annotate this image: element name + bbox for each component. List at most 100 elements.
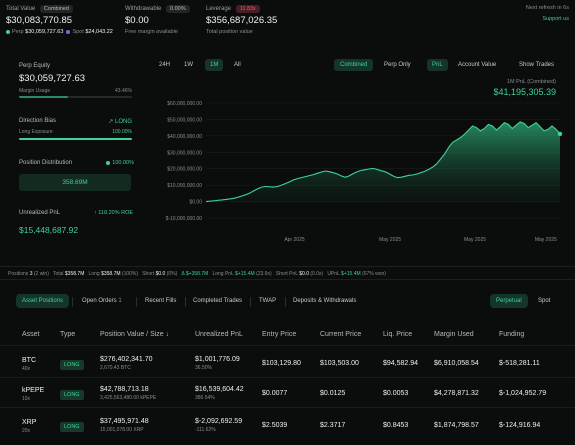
total-value-block: Total Value Combined (6, 5, 73, 13)
position-distribution-pct: 100.00% (104, 160, 134, 166)
position-distribution-label: Position Distribution (19, 160, 73, 166)
header-margin-used[interactable]: Margin Used (434, 331, 474, 338)
strip-long-label: Long (88, 271, 100, 277)
tab-divider (72, 297, 73, 307)
tab-recent-fills[interactable]: Recent Fills (145, 298, 177, 304)
trend-up-icon: ↗ (108, 119, 114, 125)
unrealized-pnl-pct: 386.54% (195, 395, 215, 401)
perp-value: $30,059,727.63 (25, 29, 64, 35)
range-1m[interactable]: 1M (205, 59, 224, 71)
tab-twap[interactable]: TWAP (259, 298, 277, 304)
withdrawable-label: Withdrawable (125, 6, 162, 12)
y-tick-label: $60,000,000.00 (167, 101, 202, 107)
pnl-area-chart[interactable]: $60,000,000.00 $50,000,000.00 $40,000,000.… (150, 90, 570, 248)
withdrawable-chip: 0.00% (166, 5, 190, 13)
position-value: $42,788,713.18 (100, 386, 149, 393)
position-size: 15,001,078.00 XRP (100, 427, 144, 433)
leverage-value: $356,687,026.35 (206, 15, 278, 26)
x-tick-label: May 2025 (535, 237, 557, 243)
tab-asset-positions[interactable]: Asset Positions (16, 294, 70, 308)
header-unrealized-pnl[interactable]: Unrealized PnL (195, 331, 243, 338)
table-divider (0, 345, 575, 346)
strip-short-value: $0.0 (155, 271, 166, 277)
tab-spot[interactable]: Spot (538, 298, 551, 304)
perp-spot-breakdown: Perp $30,059,727.63 Spot $24,043.22 (6, 29, 113, 35)
header-funding[interactable]: Funding (499, 331, 525, 338)
y-tick-label: $50,000,000.00 (167, 117, 202, 123)
sort-arrow-down-icon: ↓ (165, 331, 170, 338)
asset-name[interactable]: kPEPE (22, 387, 45, 394)
strip-short-label: Short (142, 271, 155, 277)
metric-account-value[interactable]: Account Value (458, 62, 497, 68)
tab-divider (185, 297, 186, 307)
header-position-value-label: Position Value / Size (100, 331, 164, 338)
strip-short-pct: (0%) (166, 271, 178, 277)
y-tick-label: $30,000,000.00 (167, 150, 202, 156)
direction-bias-value: ↗ LONG (107, 118, 132, 125)
current-price: $0.0125 (320, 390, 346, 397)
strip-short-pnl-label: Short PnL (275, 271, 298, 277)
pnl-chart-panel: 24H 1W 1M All Combined Perp Only PnL Acc… (150, 50, 570, 265)
type-badge: LONG (60, 390, 84, 400)
total-value: $30,083,770.85 (6, 15, 73, 26)
range-1w[interactable]: 1W (184, 62, 193, 68)
tab-open-orders-label: Open Orders (82, 298, 117, 304)
margin-usage-fill (19, 96, 69, 98)
strip-short-pnl-value: $0.0 (299, 271, 309, 277)
unrealized-pnl-roe: ↑ 118.20% ROE (94, 210, 133, 216)
metric-pnl[interactable]: PnL (427, 59, 448, 71)
asset-name[interactable]: XRP (22, 419, 37, 426)
mode-perp-only[interactable]: Perp Only (384, 62, 411, 68)
show-trades-button[interactable]: Show Trades (519, 62, 555, 68)
position-size: 3,425,563,480.00 kPEPE (100, 395, 157, 401)
unrealized-pnl: $16,539,604.42 (195, 386, 244, 393)
liq-price: $0.8453 (383, 422, 409, 429)
margin-usage-label: Margin Usage (19, 88, 51, 94)
strip-positions-label: Positions (8, 271, 29, 277)
header-position-value[interactable]: Position Value / Size ↓ (100, 331, 169, 338)
current-price: $103,503.00 (320, 360, 359, 367)
strip-long-value: $358.7M (101, 271, 121, 277)
unrealized-pnl: $1,001,776.09 (195, 356, 240, 363)
total-value-label: Total Value (6, 6, 36, 12)
strip-long-pct: (100%) (121, 271, 139, 277)
tab-completed-trades[interactable]: Completed Trades (193, 298, 243, 304)
unrealized-pnl-value: $15,448,687.92 (19, 225, 79, 235)
header-entry-price[interactable]: Entry Price (262, 331, 297, 338)
current-price: $2.3717 (320, 422, 346, 429)
entry-price: $103,129.80 (262, 360, 301, 367)
strip-long-pnl-value: $+15.4M (235, 271, 255, 277)
x-tick-label: May 2025 (379, 237, 401, 243)
tab-deposits-withdrawals[interactable]: Deposits & Withdrawals (293, 298, 357, 304)
spot-dot-icon (66, 29, 71, 34)
margin-usage-value: 43.46% (115, 88, 132, 94)
strip-long-pnl-pct: (23.9x) (256, 271, 272, 277)
x-tick-label: Apr 2025 (284, 237, 305, 243)
tab-open-orders[interactable]: Open Orders 1 (76, 294, 128, 308)
asset-name[interactable]: BTC (22, 357, 36, 364)
combined-chip[interactable]: Combined (39, 5, 73, 13)
header-asset[interactable]: Asset (22, 331, 40, 338)
margin-used: $4,278,871.32 (434, 390, 479, 397)
margin-usage-bar (19, 96, 132, 98)
range-24h[interactable]: 24H (159, 62, 171, 68)
header-type[interactable]: Type (60, 331, 76, 338)
account-summary-panel: Perp Equity $30,059,727.63 Margin Usage … (8, 50, 148, 265)
tab-divider (136, 297, 137, 307)
long-exposure-label: Long Exposure (19, 129, 53, 135)
support-us-link[interactable]: Support us (542, 16, 569, 22)
header-current-price[interactable]: Current Price (320, 331, 362, 338)
position-value: $37,495,971.48 (100, 418, 149, 425)
perp-equity-label: Perp Equity (19, 63, 51, 69)
header-liq-price[interactable]: Liq. Price (383, 331, 413, 338)
range-all[interactable]: All (234, 62, 241, 68)
funding: $-1,024,952.79 (499, 390, 547, 397)
mode-combined[interactable]: Combined (334, 59, 374, 71)
positions-summary-strip: Positions 3 (2 win) Total $358.7M Long $… (0, 266, 575, 280)
pnl-line (205, 121, 561, 203)
unrealized-pnl-label: Unrealized PnL (19, 210, 61, 216)
x-tick-label: May 2025 (464, 237, 486, 243)
positions-tabs: Asset Positions Open Orders 1 Recent Fil… (0, 288, 575, 314)
long-exposure-fill (19, 138, 132, 140)
tab-perpetual[interactable]: Perpetual (490, 294, 528, 308)
